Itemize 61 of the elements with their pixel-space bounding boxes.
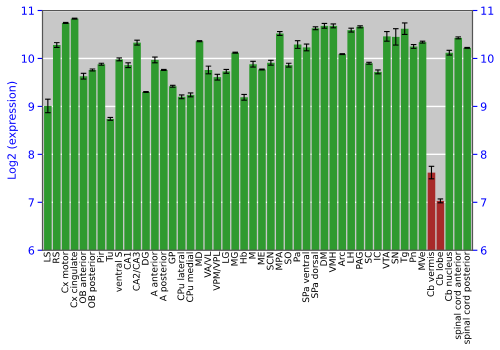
- x-tick-label: VTA: [382, 252, 390, 269]
- y-tick-label: 6: [28, 246, 34, 255]
- x-tick-label: LS: [44, 252, 50, 262]
- x-tick-label: Cb lobe: [436, 252, 444, 286]
- x-tick-label: IC: [374, 252, 381, 260]
- x-tick-label: SO: [284, 252, 292, 264]
- x-tick-label: Pir: [97, 252, 104, 262]
- x-tick-label: CPu medial: [186, 252, 194, 302]
- x-tick-label: Cb nucleus: [444, 252, 452, 301]
- x-tick-label: M: [248, 252, 256, 259]
- y2-tick-label: 6: [480, 246, 487, 255]
- y-tick-label: 10: [22, 54, 34, 63]
- y2-tick-label: 10: [481, 54, 494, 63]
- x-tick-label: MPA: [276, 252, 282, 270]
- y2-tick-label: 7: [481, 198, 486, 207]
- x-tick-label: SCN: [266, 252, 274, 270]
- y-tick-label: 7: [28, 198, 34, 207]
- x-tick-label: DM: [320, 252, 327, 266]
- x-tick-label: Tu: [106, 252, 113, 262]
- y-tick-label: 11: [22, 6, 34, 15]
- x-tick-label: VA/VL: [204, 252, 212, 278]
- x-tick-label: ME: [258, 252, 264, 264]
- x-tick-label: A anterior: [150, 252, 158, 296]
- x-tick-label: spinal cord posterior: [462, 252, 472, 344]
- x-tick-label: VMH: [329, 252, 336, 272]
- x-tick-label: SN: [392, 252, 398, 264]
- x-tick-label: OB anterior: [79, 252, 86, 304]
- x-tick-label: ventral S: [114, 252, 122, 292]
- y-tick-label: 9: [28, 102, 34, 111]
- x-tick-label: RS: [52, 252, 60, 263]
- x-tick-label: Tg: [400, 252, 410, 263]
- x-tick-label: CA2/CA3: [132, 252, 140, 291]
- x-tick-label: OB posterior: [88, 252, 97, 308]
- x-tick-label: GP: [168, 252, 176, 264]
- x-tick-label: MD: [195, 252, 202, 266]
- y-tick-label: 8: [28, 150, 34, 159]
- x-tick-label: DG: [142, 252, 149, 265]
- x-tick-label: PAG: [356, 252, 363, 269]
- x-tick-label: MG: [230, 252, 238, 266]
- x-tick-label: LG: [222, 252, 229, 263]
- x-tick-label: Pa: [294, 252, 300, 262]
- x-tick-label: CPu lateral: [177, 252, 184, 300]
- x-tick-label: SPa ventral: [302, 252, 310, 302]
- x-tick-label: Hb: [240, 252, 247, 264]
- x-tick-label: SPa dorsal: [311, 252, 318, 298]
- x-tick-label: Arc: [338, 252, 345, 266]
- y-axis-title: Log2 (expression): [7, 82, 18, 179]
- x-tick-label: CA1: [124, 252, 131, 270]
- x-tick-label: SC: [364, 252, 372, 264]
- x-tick-label: Cx motor: [61, 252, 68, 293]
- x-tick-label: Pn: [410, 252, 416, 262]
- y2-tick-label: 11: [481, 6, 494, 15]
- x-tick-label: MVe: [418, 252, 426, 270]
- x-tick-label: Cb vermis: [427, 252, 434, 296]
- x-tick-label: A posterior: [159, 252, 168, 302]
- x-tick-label: Cx cingulate: [70, 252, 79, 308]
- x-tick-label: spinal cord anterior: [454, 252, 463, 340]
- y2-tick-label: 8: [480, 150, 486, 159]
- y2-tick-label: 9: [480, 102, 486, 111]
- x-tick-label: LH: [347, 252, 354, 263]
- x-tick-label: VPM/VPL: [213, 252, 221, 291]
